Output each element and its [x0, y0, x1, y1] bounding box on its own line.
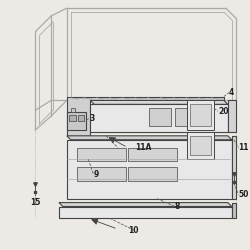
Text: 4: 4 — [229, 88, 234, 97]
Polygon shape — [59, 206, 232, 218]
Polygon shape — [186, 100, 214, 130]
Text: 8: 8 — [175, 202, 180, 211]
Text: 15: 15 — [30, 198, 40, 207]
Text: 50: 50 — [239, 190, 249, 199]
Polygon shape — [69, 115, 75, 121]
Polygon shape — [149, 108, 171, 126]
Polygon shape — [232, 136, 236, 199]
Polygon shape — [59, 202, 232, 206]
Text: 9: 9 — [93, 170, 98, 178]
Polygon shape — [90, 104, 228, 132]
Polygon shape — [71, 108, 75, 112]
Text: 11: 11 — [239, 143, 249, 152]
Polygon shape — [228, 100, 236, 132]
Polygon shape — [78, 115, 84, 121]
Polygon shape — [128, 167, 177, 181]
Polygon shape — [186, 132, 214, 159]
Polygon shape — [190, 104, 211, 126]
Polygon shape — [232, 202, 236, 218]
Polygon shape — [76, 167, 126, 181]
Polygon shape — [76, 148, 126, 161]
Text: 10: 10 — [128, 226, 139, 234]
Polygon shape — [128, 148, 177, 161]
Text: 3: 3 — [89, 114, 94, 123]
Polygon shape — [67, 140, 232, 199]
Text: 11A: 11A — [136, 143, 152, 152]
Polygon shape — [67, 96, 224, 136]
Polygon shape — [90, 100, 228, 104]
Polygon shape — [190, 136, 211, 156]
Polygon shape — [67, 112, 86, 130]
Polygon shape — [67, 136, 232, 140]
Text: 20: 20 — [218, 107, 228, 116]
Polygon shape — [175, 108, 197, 126]
